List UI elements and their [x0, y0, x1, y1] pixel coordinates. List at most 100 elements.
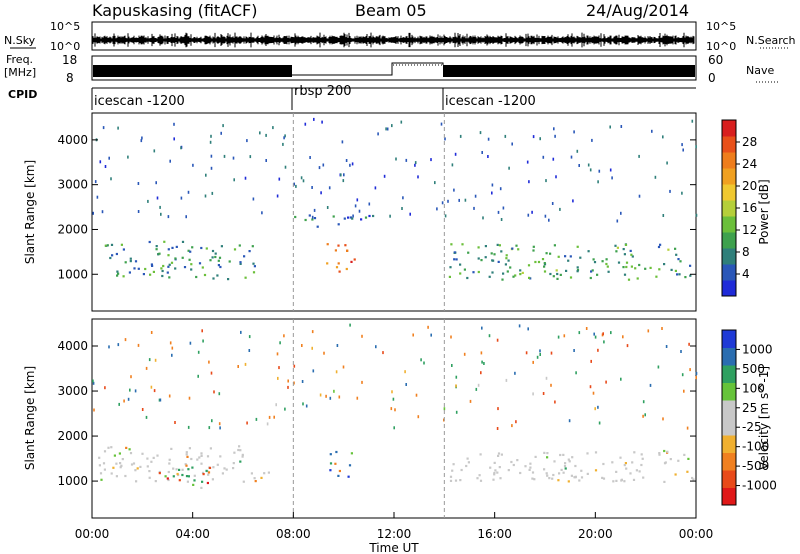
noise-cell	[276, 194, 279, 198]
range-cell	[191, 246, 194, 249]
range-cell	[562, 471, 565, 474]
range-cell	[167, 478, 170, 482]
range-cell	[116, 270, 119, 273]
noise-cell	[451, 163, 454, 167]
range-cell	[200, 486, 203, 489]
range-cell	[623, 253, 626, 256]
noise-cell	[620, 377, 622, 381]
noise-cell	[311, 330, 314, 334]
range-cell	[308, 214, 311, 217]
range-cell	[201, 480, 204, 483]
range-cell	[164, 475, 167, 478]
date-label: 24/Aug/2014	[586, 1, 689, 20]
noise-cell	[594, 407, 596, 411]
range-cell	[558, 472, 561, 475]
noise-cell	[266, 422, 269, 426]
range-cell	[152, 270, 155, 273]
noise-cell	[137, 182, 140, 185]
noise-cell	[356, 198, 359, 202]
noise-cell	[320, 191, 322, 195]
range-cell	[677, 258, 680, 261]
range-cell	[551, 477, 554, 480]
range-cell	[504, 263, 507, 266]
noise-cell	[325, 394, 327, 398]
noise-cell	[99, 160, 102, 164]
freq-bars	[93, 62, 695, 77]
range-cell	[98, 464, 101, 467]
noise-cell	[598, 169, 601, 173]
range-cell	[594, 469, 598, 472]
range-cell	[110, 472, 113, 475]
range-cell	[553, 460, 556, 463]
noise-cell	[273, 415, 275, 419]
range-cell	[529, 462, 532, 465]
range-cell	[193, 479, 196, 482]
noise-cell	[108, 345, 110, 349]
range-cell	[664, 461, 667, 464]
range-cell	[490, 252, 493, 255]
noise-cell	[356, 396, 359, 400]
noise-cell	[287, 379, 289, 383]
range-cell	[511, 247, 514, 250]
noise-cell	[681, 143, 683, 147]
range-cell	[149, 273, 152, 276]
noise-cell	[479, 131, 482, 135]
noise-cell	[443, 407, 446, 411]
range-cell	[148, 470, 151, 473]
range-cell	[206, 481, 209, 485]
range-cell	[663, 480, 666, 483]
nsky-tick-bottom: 10^0	[50, 40, 80, 53]
noise-cell	[302, 179, 305, 183]
range-cell	[200, 452, 203, 455]
noise-cell	[578, 164, 580, 167]
range-cell	[168, 462, 171, 465]
noise-cell	[662, 417, 664, 421]
noise-cell	[341, 140, 344, 144]
y-tick-label: 1000	[57, 267, 88, 281]
range-cell	[541, 258, 545, 261]
range-cell	[532, 249, 535, 252]
noise-cell	[261, 211, 263, 215]
range-cell	[250, 472, 253, 475]
range-cell	[663, 449, 666, 453]
noise-cell	[265, 133, 267, 137]
range-cell	[337, 262, 340, 265]
range-cell	[200, 246, 203, 250]
noise-cell	[283, 334, 285, 338]
noise-cell	[300, 176, 303, 180]
range-cell	[316, 225, 319, 228]
range-cell	[498, 244, 501, 247]
range-cell	[543, 451, 546, 454]
colorbar-segment	[722, 400, 736, 418]
noise-cell	[219, 426, 221, 430]
noise-cell	[464, 198, 467, 202]
noise-cell	[160, 212, 162, 216]
range-cell	[452, 463, 455, 466]
range-cell	[172, 475, 175, 478]
range-cell	[602, 477, 606, 480]
noise-cell	[412, 333, 414, 337]
noise-cell	[222, 124, 224, 128]
range-cell	[187, 475, 190, 478]
range-cell	[559, 273, 562, 276]
noise-cell	[209, 140, 212, 144]
noise-cell	[683, 389, 685, 393]
range-cell	[218, 256, 222, 259]
range-cell	[243, 255, 246, 258]
range-cell	[158, 252, 161, 255]
range-cell	[532, 245, 535, 248]
range-cell	[546, 456, 549, 459]
range-cell	[203, 273, 207, 277]
noise-cell	[499, 187, 502, 191]
range-cell	[625, 261, 629, 264]
range-cell	[335, 266, 339, 269]
noise-cell	[651, 129, 653, 133]
range-cell	[151, 264, 154, 267]
noise-cell	[321, 120, 323, 124]
noise-cell	[127, 155, 129, 159]
noise-cell	[680, 350, 682, 353]
range-cell	[467, 461, 470, 464]
noise-cell	[104, 165, 107, 168]
noise-cell	[311, 346, 313, 350]
range-cell	[311, 218, 314, 221]
